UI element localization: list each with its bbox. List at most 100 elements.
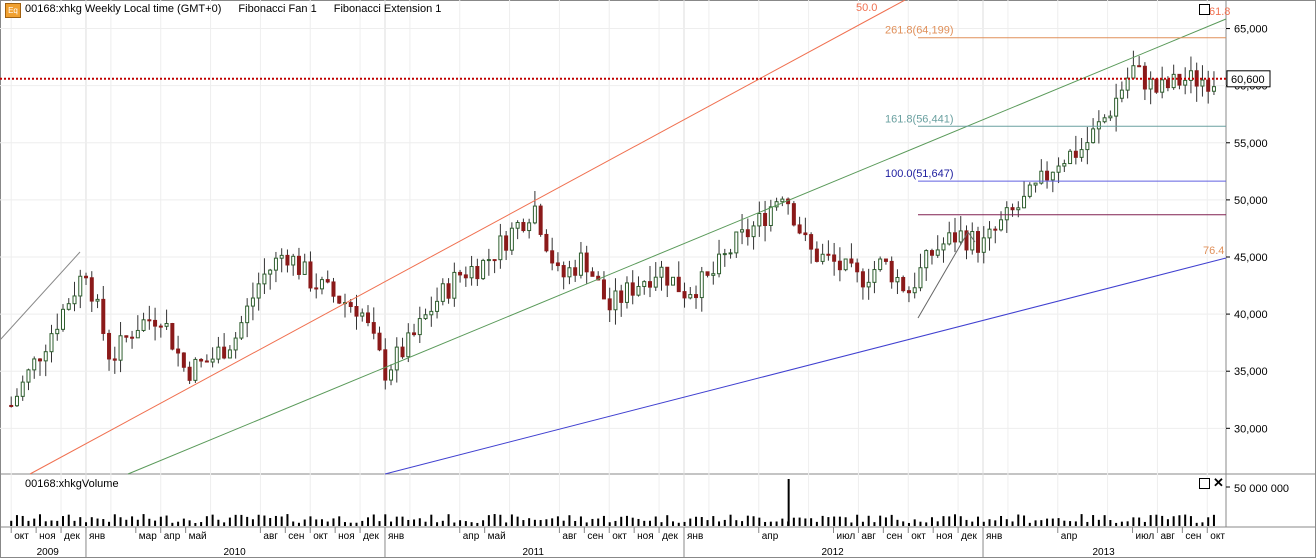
- volume-bar: [654, 516, 657, 526]
- candle-body: [135, 329, 140, 339]
- candle-body: [763, 213, 768, 226]
- volume-bar: [959, 516, 962, 526]
- equity-icon[interactable]: Eq: [5, 3, 21, 18]
- candle-body: [78, 275, 83, 297]
- candle-body: [728, 252, 733, 255]
- fib-fan-label[interactable]: Fibonacci Fan 1: [238, 3, 317, 15]
- volume-close-icon[interactable]: ✕: [1213, 475, 1224, 490]
- volume-bar: [1155, 514, 1158, 526]
- price-tick-label: 50,000: [1234, 195, 1268, 207]
- candle-body: [498, 235, 503, 261]
- candle-body: [952, 232, 957, 243]
- candle-body: [722, 253, 727, 256]
- volume-bar: [286, 514, 289, 526]
- candle-body: [780, 198, 785, 203]
- candle-body: [1079, 149, 1084, 158]
- candle-body: [757, 213, 762, 227]
- volume-bar: [1086, 521, 1089, 526]
- volume-bar: [648, 520, 651, 526]
- candle-body: [325, 279, 330, 283]
- volume-bar: [251, 519, 254, 526]
- candle-body: [141, 319, 146, 331]
- volume-bar: [355, 522, 358, 526]
- symbol-title[interactable]: 00168:xhkg Weekly Local time (GMT+0): [25, 3, 222, 15]
- candle-body: [222, 346, 227, 359]
- volume-bar: [827, 517, 830, 526]
- candle-body: [1010, 207, 1015, 211]
- candle-body: [849, 258, 854, 264]
- candle-body: [855, 262, 860, 273]
- candle-body: [1206, 79, 1211, 92]
- candle-body: [705, 271, 710, 276]
- volume-bar: [1138, 517, 1141, 526]
- volume-bar: [821, 515, 824, 526]
- volume-bar: [1149, 515, 1152, 526]
- candle-body: [291, 255, 296, 266]
- candle-body: [227, 349, 232, 359]
- volume-bar: [326, 521, 329, 526]
- candle-body: [1125, 77, 1130, 91]
- price-tick-label: 55,000: [1234, 138, 1268, 150]
- volume-bar: [217, 519, 220, 526]
- candle-body: [233, 337, 238, 351]
- candle-body: [250, 297, 255, 307]
- candle-body: [647, 281, 652, 288]
- month-label: апр: [1061, 531, 1078, 542]
- candle-body: [308, 261, 313, 289]
- volume-bar: [1166, 519, 1169, 526]
- volume-bar: [988, 519, 991, 526]
- fib-ext-label[interactable]: Fibonacci Extension 1: [333, 3, 442, 15]
- volume-bar: [1126, 521, 1129, 526]
- candle-body: [797, 224, 802, 234]
- candle-body: [976, 231, 981, 253]
- volume-bar: [125, 519, 128, 526]
- volume-spike-bar: [787, 479, 790, 526]
- candle-body: [1062, 163, 1067, 167]
- volume-bar: [493, 514, 496, 526]
- volume-bar: [867, 515, 870, 526]
- maximize-icon[interactable]: [1199, 4, 1210, 15]
- candle-body: [458, 271, 463, 276]
- volume-bar: [1103, 515, 1106, 526]
- candle-body: [475, 266, 480, 280]
- candle-body: [1102, 117, 1107, 123]
- candle-body: [371, 322, 376, 334]
- candle-body: [509, 227, 514, 251]
- volume-maximize-icon[interactable]: [1199, 478, 1210, 489]
- volume-bar: [522, 520, 525, 526]
- candle-body: [912, 287, 917, 294]
- candle-body: [446, 283, 451, 299]
- candle-body: [279, 254, 284, 259]
- candle-body: [803, 232, 808, 236]
- volume-bar: [884, 517, 887, 526]
- month-label: апр: [164, 531, 181, 542]
- volume-bar: [833, 516, 836, 526]
- month-label: мар: [139, 531, 157, 542]
- volume-bar: [56, 520, 59, 526]
- candle-body: [296, 255, 301, 275]
- candle-body: [55, 328, 60, 335]
- candle-body: [187, 366, 192, 381]
- volume-bar: [810, 518, 813, 526]
- candle-body: [1056, 165, 1061, 173]
- candle-body: [1016, 207, 1021, 211]
- year-label: 2012: [822, 547, 845, 558]
- volume-bar: [953, 514, 956, 526]
- candle-body: [544, 233, 549, 252]
- volume-bar: [965, 519, 968, 526]
- candle-body: [26, 369, 31, 383]
- volume-bar: [746, 515, 749, 526]
- volume-bar: [292, 521, 295, 526]
- candle-body: [360, 312, 365, 317]
- candle-body: [993, 228, 998, 231]
- candle-body: [273, 257, 278, 271]
- candle-body: [889, 260, 894, 283]
- candle-body: [245, 305, 250, 324]
- volume-bar: [21, 515, 24, 526]
- volume-bar: [510, 514, 513, 526]
- volume-bar: [948, 516, 951, 526]
- month-label: апр: [463, 531, 480, 542]
- price-tick-label: 65,000: [1234, 24, 1268, 36]
- volume-bar: [706, 520, 709, 526]
